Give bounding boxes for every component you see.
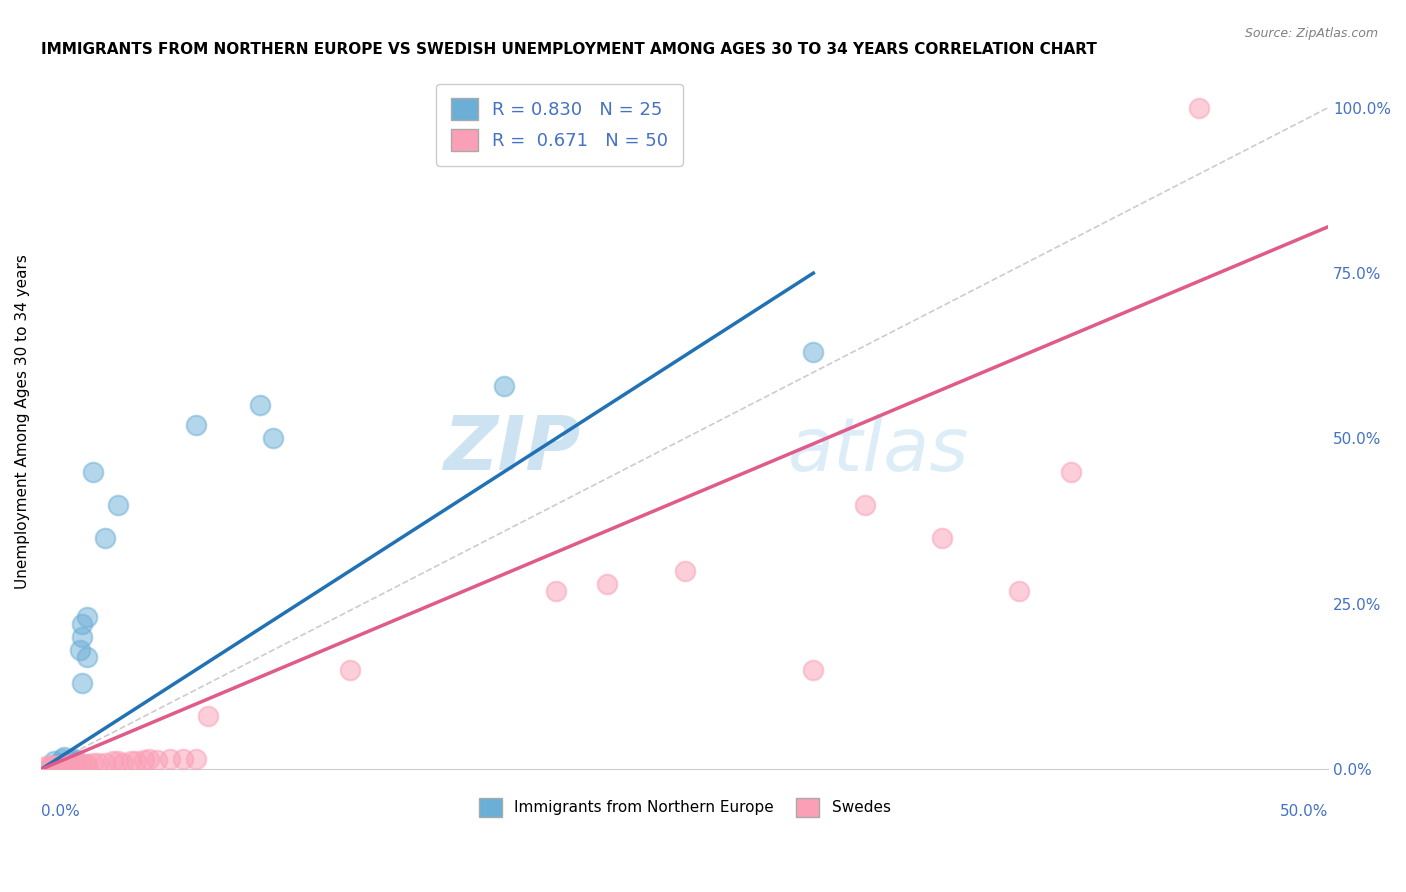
Point xyxy=(41,759,63,773)
Point xyxy=(58,759,80,773)
Text: atlas: atlas xyxy=(787,414,969,486)
Point xyxy=(45,759,67,773)
Point xyxy=(249,398,271,412)
Point xyxy=(103,755,125,769)
Point xyxy=(51,759,73,773)
Point xyxy=(48,759,70,773)
Point xyxy=(138,752,160,766)
Point xyxy=(53,757,76,772)
Text: 0.0%: 0.0% xyxy=(41,804,80,819)
Point xyxy=(94,531,117,545)
Point xyxy=(53,750,76,764)
Point xyxy=(931,531,953,545)
Point xyxy=(42,755,65,769)
Point xyxy=(51,757,73,772)
Point xyxy=(159,752,181,766)
Point xyxy=(494,378,516,392)
Point xyxy=(125,755,148,769)
Point xyxy=(146,753,169,767)
Point xyxy=(42,759,65,773)
Point xyxy=(87,756,110,770)
Point xyxy=(76,649,98,664)
Text: 50.0%: 50.0% xyxy=(1279,804,1329,819)
Point xyxy=(42,759,65,773)
Point xyxy=(51,752,73,766)
Point xyxy=(544,583,567,598)
Point xyxy=(197,709,219,723)
Point xyxy=(60,753,83,767)
Point xyxy=(56,759,79,773)
Point xyxy=(73,757,96,772)
Point xyxy=(801,345,824,359)
Y-axis label: Unemployment Among Ages 30 to 34 years: Unemployment Among Ages 30 to 34 years xyxy=(15,254,30,590)
Point xyxy=(42,759,65,773)
Point xyxy=(63,752,86,766)
Point xyxy=(48,759,70,773)
Point xyxy=(853,498,876,512)
Point xyxy=(63,757,86,772)
Point xyxy=(673,564,696,578)
Text: Source: ZipAtlas.com: Source: ZipAtlas.com xyxy=(1244,27,1378,40)
Point xyxy=(184,752,207,766)
Point xyxy=(45,759,67,773)
Point xyxy=(262,432,284,446)
Legend: Immigrants from Northern Europe, Swedes: Immigrants from Northern Europe, Swedes xyxy=(471,790,898,824)
Point xyxy=(48,757,70,772)
Point xyxy=(339,663,361,677)
Point xyxy=(72,757,94,772)
Point xyxy=(1008,583,1031,598)
Point xyxy=(184,418,207,433)
Point xyxy=(41,759,63,773)
Point xyxy=(82,756,104,770)
Point xyxy=(56,756,79,770)
Point xyxy=(107,755,129,769)
Point xyxy=(82,465,104,479)
Point xyxy=(72,616,94,631)
Point xyxy=(94,756,117,770)
Point xyxy=(38,759,60,773)
Point xyxy=(42,759,65,773)
Point xyxy=(56,759,79,773)
Point xyxy=(801,663,824,677)
Point xyxy=(72,676,94,690)
Point xyxy=(107,498,129,512)
Point xyxy=(112,756,135,770)
Point xyxy=(1060,465,1083,479)
Point xyxy=(76,757,98,772)
Point xyxy=(58,755,80,769)
Point xyxy=(172,752,194,766)
Point xyxy=(60,759,83,773)
Point xyxy=(35,759,58,773)
Point xyxy=(69,643,91,657)
Point xyxy=(69,757,91,772)
Point xyxy=(596,577,619,591)
Point xyxy=(72,757,94,772)
Point xyxy=(51,756,73,770)
Text: ZIP: ZIP xyxy=(444,413,582,486)
Point xyxy=(42,759,65,773)
Point xyxy=(132,753,155,767)
Point xyxy=(1188,101,1211,115)
Text: IMMIGRANTS FROM NORTHERN EUROPE VS SWEDISH UNEMPLOYMENT AMONG AGES 30 TO 34 YEAR: IMMIGRANTS FROM NORTHERN EUROPE VS SWEDI… xyxy=(41,42,1097,57)
Point xyxy=(120,755,142,769)
Point xyxy=(72,630,94,644)
Point xyxy=(60,757,83,772)
Point xyxy=(76,610,98,624)
